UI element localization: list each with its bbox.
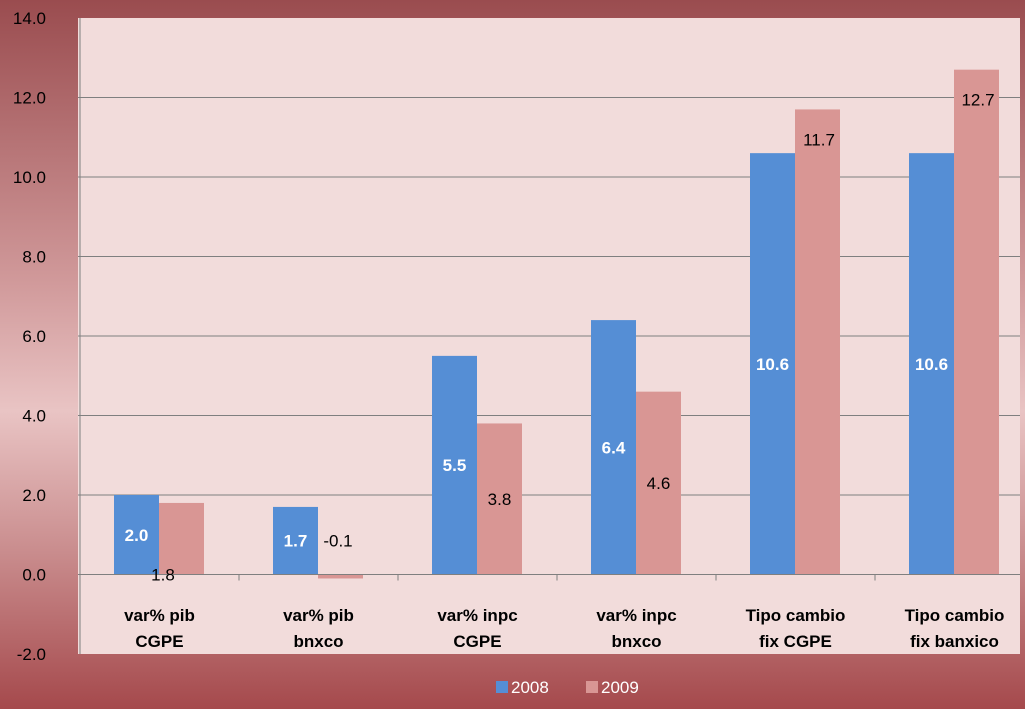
y-tick-label: 14.0 bbox=[13, 9, 46, 28]
bar-2009-1 bbox=[318, 574, 363, 579]
bar-2008-3 bbox=[591, 320, 636, 575]
legend-label-2009: 2009 bbox=[601, 678, 639, 697]
data-label-2008: 5.5 bbox=[443, 456, 467, 475]
data-label-2008: 1.7 bbox=[284, 532, 308, 551]
y-tick-label: 4.0 bbox=[22, 407, 46, 426]
bar-2009-5 bbox=[954, 69, 999, 575]
legend-label-2008: 2008 bbox=[511, 678, 549, 697]
x-category-label: var% inpc CGPE bbox=[437, 606, 517, 651]
data-label-2009: -0.1 bbox=[323, 532, 352, 551]
y-tick-label: 6.0 bbox=[22, 327, 46, 346]
legend-swatch-2009 bbox=[586, 681, 598, 693]
data-label-2009: 12.7 bbox=[961, 91, 994, 110]
data-label-2009: 11.7 bbox=[803, 130, 835, 149]
bar-2008-5 bbox=[909, 153, 954, 575]
data-labels: 2.0 1.8 1.7 -0.1 5.5 3.8 6.4 4.6 10.6 11.7 10.6 12.… bbox=[125, 91, 995, 585]
bar-2008-4 bbox=[750, 153, 795, 575]
x-category-label: var% pib CGPE bbox=[124, 606, 195, 651]
data-label-2009: 1.8 bbox=[151, 566, 175, 585]
legend-swatch-2008 bbox=[496, 681, 508, 693]
data-label-2009: 4.6 bbox=[647, 474, 671, 493]
data-label-2009: 3.8 bbox=[488, 490, 512, 509]
bar-2009-4 bbox=[795, 109, 840, 575]
x-category-label: var% pib bnxco bbox=[283, 606, 354, 651]
bar-2008-1 bbox=[273, 506, 318, 575]
y-tick-label: 12.0 bbox=[13, 89, 46, 108]
y-tick-label: 8.0 bbox=[22, 248, 46, 267]
data-label-2008: 6.4 bbox=[602, 438, 626, 457]
bar-2009-3 bbox=[636, 391, 681, 575]
y-tick-label: 2.0 bbox=[22, 486, 46, 505]
y-tick-label: 0.0 bbox=[22, 566, 46, 585]
x-category-labels: var% pib CGPE var% pib bnxco var% inpc CGPE va… bbox=[124, 606, 1004, 651]
y-tick-label: -2.0 bbox=[17, 645, 46, 664]
bars bbox=[114, 69, 999, 579]
bar-2008-2 bbox=[432, 355, 477, 575]
x-category-label: var% inpc bnxco bbox=[596, 606, 676, 651]
data-label-2008: 10.6 bbox=[915, 355, 948, 374]
bar-2009-0 bbox=[159, 502, 204, 575]
data-label-2008: 2.0 bbox=[125, 526, 149, 545]
bar-2008-0 bbox=[114, 495, 159, 575]
axes bbox=[79, 18, 1020, 654]
data-label-2008: 10.6 bbox=[756, 355, 789, 374]
y-tick-label: 10.0 bbox=[13, 168, 46, 187]
x-category-label: Tipo cambio fix CGPE bbox=[746, 606, 846, 651]
legend: 2008 2009 bbox=[496, 678, 639, 697]
x-category-label: Tipo cambio fix banxico bbox=[905, 606, 1005, 651]
bar-2009-2 bbox=[477, 423, 522, 575]
y-tick-labels: -2.0 0.0 2.0 4.0 6.0 8.0 10.0 12.0 14.0 bbox=[13, 9, 46, 664]
